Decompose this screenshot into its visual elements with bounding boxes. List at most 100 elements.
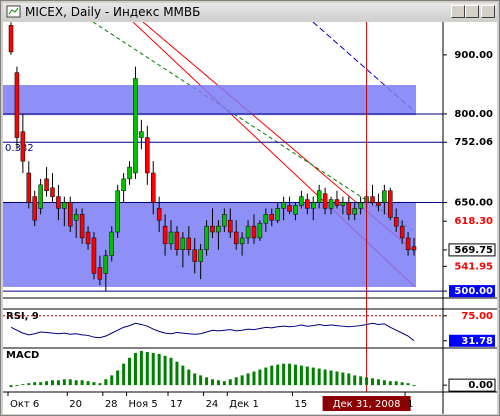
x-tick-label: 1 xyxy=(407,399,413,410)
candle-body xyxy=(97,267,103,280)
candle-body xyxy=(233,231,239,245)
macd-bar xyxy=(205,377,209,386)
macd-bar xyxy=(228,379,232,386)
macd-bar xyxy=(222,381,226,386)
macd-bar xyxy=(15,385,19,387)
candle-body xyxy=(192,249,197,262)
macd-bar xyxy=(335,371,339,386)
candle-body xyxy=(91,237,97,274)
trend-line xyxy=(92,22,416,233)
candle-body xyxy=(133,78,138,174)
candle-body xyxy=(245,225,251,239)
candle-body xyxy=(26,172,32,203)
price-label: 569.75 xyxy=(454,245,493,256)
macd-bar xyxy=(282,363,286,386)
candle-body xyxy=(275,208,280,221)
candle-body xyxy=(103,255,109,274)
candle-body xyxy=(32,196,37,221)
price-label: 650.00 xyxy=(454,198,493,209)
candle-body xyxy=(156,208,162,221)
candle-body xyxy=(228,219,233,233)
macd-bar xyxy=(276,364,280,386)
candle-body xyxy=(210,225,215,233)
rsi-label: 31.78 xyxy=(461,336,493,347)
macd-bar xyxy=(68,379,72,386)
macd-bar xyxy=(246,373,250,386)
candle-body xyxy=(186,237,192,251)
candle-body xyxy=(346,202,352,215)
maximize-button[interactable] xyxy=(465,5,479,18)
cursor-date: Дек 31, 2008 xyxy=(333,399,401,410)
candle-body xyxy=(293,205,298,215)
macd-bar xyxy=(151,352,155,386)
zone xyxy=(3,201,416,287)
macd-bar xyxy=(376,379,380,386)
macd-bar xyxy=(50,380,54,386)
macd-bar xyxy=(406,383,410,386)
candle-body xyxy=(340,202,346,206)
x-tick-label: 24 xyxy=(206,399,219,410)
x-tick-label: Ноя 5 xyxy=(129,399,158,410)
macd-label-box xyxy=(448,378,496,392)
x-tick-label: Окт 6 xyxy=(10,399,39,410)
candle-body xyxy=(334,199,340,206)
candle-body xyxy=(399,225,405,239)
macd-bar xyxy=(400,382,404,386)
level-note: 0.382 xyxy=(5,143,34,154)
macd-bar xyxy=(394,381,398,386)
macd-bar xyxy=(264,367,268,386)
macd-bar xyxy=(382,380,386,386)
rsi-label-box xyxy=(449,334,495,347)
macd-bar xyxy=(412,385,416,387)
macd-bar xyxy=(199,375,203,386)
macd-bar xyxy=(21,384,25,386)
macd-bar xyxy=(116,370,120,386)
price-label: 500.00 xyxy=(454,286,493,297)
cursor-date-box xyxy=(322,396,411,411)
price-label: 541.95 xyxy=(454,261,493,272)
candle-body xyxy=(411,246,417,251)
candle-body xyxy=(180,237,186,251)
macd-bar xyxy=(270,365,274,386)
macd-bar xyxy=(359,376,363,386)
candle-body xyxy=(8,25,14,53)
candle-body xyxy=(38,184,43,209)
window-title: MICEX, Daily - Индекс ММВБ xyxy=(25,5,201,19)
macd-bar xyxy=(371,378,375,386)
candle-body xyxy=(405,237,411,251)
macd-bar xyxy=(145,351,149,386)
minimize-button[interactable] xyxy=(451,5,465,18)
macd-label: 0.00 xyxy=(468,380,493,391)
x-tick-label: 20 xyxy=(69,399,82,410)
candle-body xyxy=(56,196,61,209)
macd-bar xyxy=(104,379,108,386)
candle-body xyxy=(311,202,316,209)
macd-bar xyxy=(169,357,173,386)
macd-bar xyxy=(9,385,13,388)
candle-body xyxy=(281,202,286,209)
rsi-label: 75.00 xyxy=(461,311,493,322)
candle-body xyxy=(73,214,79,221)
macd-bar xyxy=(341,372,345,386)
macd-bar xyxy=(139,350,143,386)
close-button[interactable] xyxy=(481,5,495,18)
candle-body xyxy=(168,231,174,245)
macd-bar xyxy=(74,380,78,386)
macd-bar xyxy=(305,366,309,386)
macd-bar xyxy=(163,355,167,386)
candle-body xyxy=(79,214,85,239)
candle-body xyxy=(299,196,304,206)
candle-body xyxy=(115,190,120,233)
candle-body xyxy=(68,202,73,227)
macd-bar xyxy=(27,383,31,386)
macd-bar xyxy=(299,365,303,386)
rsi-name: RSI, 9 xyxy=(6,311,39,322)
price-label: 900.00 xyxy=(454,50,493,61)
macd-bar xyxy=(92,382,96,386)
price-label-box xyxy=(448,243,496,257)
window-icon xyxy=(6,5,21,18)
candle-body xyxy=(287,205,292,212)
candle-body xyxy=(127,166,132,180)
macd-bar xyxy=(128,357,132,386)
candle-body xyxy=(322,193,328,209)
